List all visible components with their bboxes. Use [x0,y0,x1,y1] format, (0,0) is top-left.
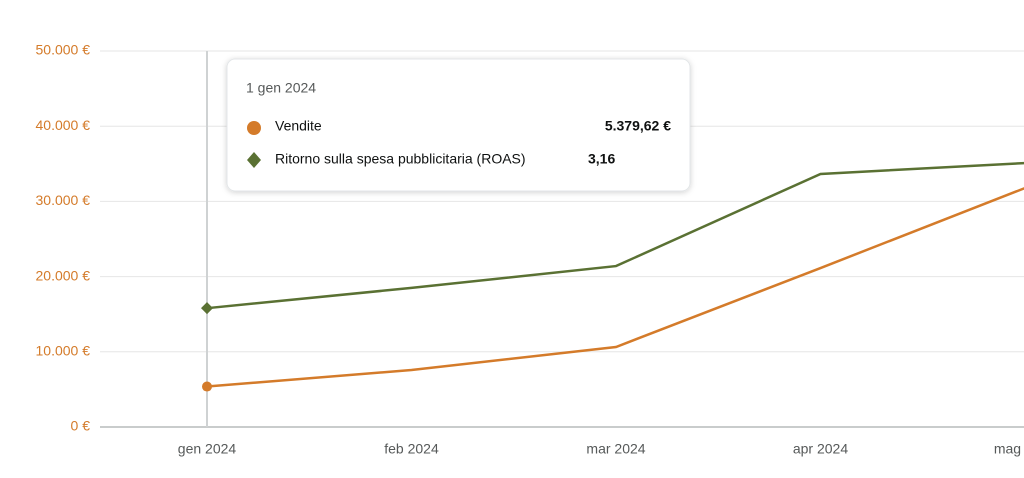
tooltip-value: 5.379,62 € [605,118,671,134]
tooltip-series-name: Ritorno sulla spesa pubblicitaria (ROAS) [275,151,526,167]
y-tick-label: 10.000 € [36,343,91,359]
legend-swatch [247,152,261,168]
series-line [206,161,1024,310]
x-tick-label: mag 2024 [994,441,1024,457]
x-tick-label: gen 2024 [178,441,237,457]
tooltip-value: 3,16 [588,151,615,167]
tooltip-series-name: Vendite [275,118,322,134]
x-tick-label: feb 2024 [384,441,439,457]
legend-swatch [247,121,261,135]
x-tick-label: mar 2024 [586,441,645,457]
y-tick-label: 30.000 € [36,192,91,208]
y-tick-label: 50.000 € [36,42,91,58]
y-tick-label: 0 € [71,418,91,434]
hover-marker [201,302,213,315]
series-line [206,187,1024,388]
x-tick-label: apr 2024 [793,441,848,457]
hover-marker [202,381,212,392]
tooltip: 1 gen 2024 Vendite 5.379,62 € Ritorno su… [226,58,691,192]
y-tick-label: 20.000 € [36,267,91,283]
y-tick-label: 40.000 € [36,117,91,133]
tooltip-box [226,58,691,192]
tooltip-title: 1 gen 2024 [246,80,316,96]
